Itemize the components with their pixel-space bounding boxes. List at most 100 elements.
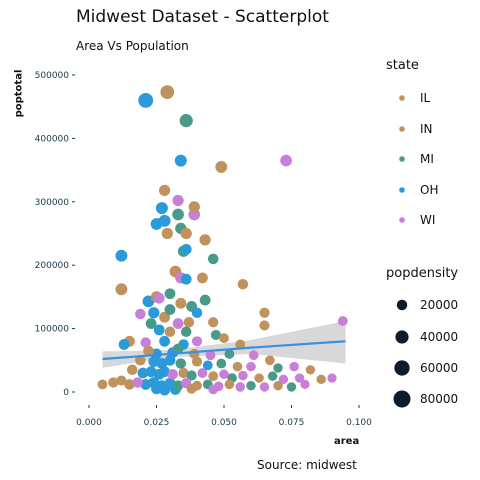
data-point-wi bbox=[300, 380, 309, 389]
data-point-in bbox=[98, 379, 108, 389]
data-point-in bbox=[189, 201, 200, 212]
y-axis-label: poptotal bbox=[14, 66, 25, 122]
size-legend-key bbox=[397, 300, 408, 311]
data-point-oh bbox=[156, 202, 168, 214]
data-point-wi bbox=[132, 377, 143, 388]
data-point-wi bbox=[197, 368, 207, 378]
data-point-wi bbox=[327, 373, 336, 382]
data-point-wi bbox=[192, 336, 202, 346]
data-point-oh bbox=[138, 93, 153, 108]
data-point-in bbox=[233, 362, 243, 372]
data-point-in bbox=[219, 333, 229, 343]
data-point-in bbox=[115, 283, 127, 295]
data-point-oh bbox=[165, 355, 176, 366]
data-point-wi bbox=[135, 309, 146, 320]
legend-label-oh: OH bbox=[420, 183, 438, 197]
data-point-wi bbox=[260, 382, 269, 391]
size-legend-key bbox=[394, 360, 409, 375]
data-point-mi bbox=[287, 382, 296, 391]
y-tick-label: 100000 bbox=[35, 325, 70, 335]
data-point-in bbox=[197, 272, 208, 283]
data-point-in bbox=[208, 371, 218, 381]
legend-key-il bbox=[399, 95, 405, 101]
data-point-mi bbox=[180, 114, 193, 127]
data-point-wi bbox=[238, 371, 248, 381]
x-tick-label: 0.075 bbox=[279, 418, 305, 428]
legend-label-in: IN bbox=[420, 122, 433, 136]
y-tick-label: 300000 bbox=[35, 198, 70, 208]
data-point-oh bbox=[181, 244, 192, 255]
data-point-mi bbox=[176, 358, 187, 369]
data-point-oh bbox=[159, 336, 170, 347]
x-tick-label: 0.000 bbox=[76, 418, 102, 428]
x-axis-label: area bbox=[334, 436, 359, 447]
size-label-60000: 60000 bbox=[420, 361, 458, 375]
data-point-mi bbox=[246, 381, 255, 390]
data-point-in bbox=[225, 380, 235, 390]
data-point-in bbox=[199, 234, 210, 245]
data-point-in bbox=[215, 161, 227, 173]
x-tick-label: 0.025 bbox=[144, 418, 170, 428]
data-point-oh bbox=[119, 339, 130, 350]
y-tick-label: 200000 bbox=[35, 261, 70, 271]
data-point-oh bbox=[175, 155, 187, 167]
data-point-in bbox=[116, 376, 126, 386]
data-point-oh bbox=[151, 218, 163, 230]
data-point-in bbox=[265, 355, 275, 365]
x-tick-label: 0.100 bbox=[346, 418, 372, 428]
data-point-oh bbox=[115, 250, 127, 262]
data-point-oh bbox=[154, 324, 165, 335]
data-point-in bbox=[165, 327, 176, 338]
data-point-in bbox=[273, 381, 282, 390]
legend-key-wi bbox=[399, 217, 405, 223]
data-point-mi bbox=[172, 209, 184, 221]
data-point-mi bbox=[181, 327, 192, 338]
data-point-wi bbox=[173, 318, 184, 329]
data-point-in bbox=[259, 320, 269, 330]
data-point-mi bbox=[216, 359, 226, 369]
data-point-in bbox=[192, 356, 202, 366]
y-tick-label: 0 bbox=[63, 388, 69, 398]
data-point-mi bbox=[273, 363, 282, 372]
data-point-oh bbox=[159, 385, 170, 396]
data-point-in bbox=[181, 228, 192, 239]
data-point-in bbox=[208, 317, 218, 327]
data-point-oh bbox=[148, 307, 159, 318]
data-point-mi bbox=[268, 371, 277, 380]
data-point-in bbox=[184, 317, 195, 328]
color-legend-title: state bbox=[386, 58, 419, 73]
size-legend-key bbox=[395, 330, 408, 343]
data-point-in bbox=[162, 228, 173, 239]
size-legend-key bbox=[394, 391, 411, 408]
data-point-wi bbox=[338, 316, 348, 326]
data-point-wi bbox=[249, 350, 259, 360]
legend-label-il: IL bbox=[420, 91, 430, 105]
data-point-mi bbox=[165, 304, 176, 315]
data-point-wi bbox=[172, 195, 183, 206]
data-point-wi bbox=[154, 293, 165, 304]
legend-key-oh bbox=[399, 187, 405, 193]
data-point-wi bbox=[167, 369, 178, 380]
legend-key-in bbox=[399, 126, 405, 132]
size-label-40000: 40000 bbox=[420, 330, 458, 344]
data-point-in bbox=[238, 279, 249, 290]
x-tick-label: 0.050 bbox=[211, 418, 237, 428]
data-point-mi bbox=[165, 288, 176, 299]
chart-title: Midwest Dataset - Scatterplot bbox=[76, 7, 329, 27]
y-tick-label: 400000 bbox=[35, 134, 70, 144]
data-point-wi bbox=[208, 385, 218, 395]
chart-subtitle: Area Vs Population bbox=[76, 39, 189, 53]
legend-key-mi bbox=[399, 156, 405, 162]
data-point-in bbox=[159, 185, 170, 196]
data-point-wi bbox=[246, 362, 256, 372]
data-point-in bbox=[306, 365, 315, 374]
size-label-80000: 80000 bbox=[420, 392, 458, 406]
data-point-mi bbox=[208, 254, 219, 265]
size-legend-title: popdensity bbox=[386, 266, 458, 281]
data-point-in bbox=[254, 373, 263, 382]
data-point-in bbox=[187, 384, 197, 394]
data-point-wi bbox=[289, 362, 298, 371]
size-label-20000: 20000 bbox=[420, 298, 458, 312]
legend-label-wi: WI bbox=[420, 213, 435, 227]
data-point-wi bbox=[280, 155, 292, 167]
